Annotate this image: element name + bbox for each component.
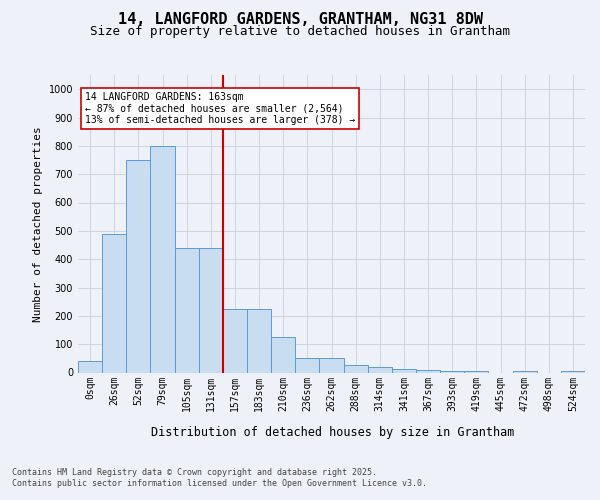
Bar	[319, 358, 344, 372]
Bar	[416, 370, 440, 372]
Bar	[151, 146, 175, 372]
Y-axis label: Number of detached properties: Number of detached properties	[33, 126, 43, 322]
Bar	[78, 361, 102, 372]
Bar	[464, 371, 488, 372]
Bar	[102, 234, 126, 372]
Text: 14 LANGFORD GARDENS: 163sqm
← 87% of detached houses are smaller (2,564)
13% of : 14 LANGFORD GARDENS: 163sqm ← 87% of det…	[85, 92, 355, 125]
Bar	[392, 369, 416, 372]
Text: 14, LANGFORD GARDENS, GRANTHAM, NG31 8DW: 14, LANGFORD GARDENS, GRANTHAM, NG31 8DW	[118, 12, 482, 26]
Bar	[512, 371, 537, 372]
Text: Distribution of detached houses by size in Grantham: Distribution of detached houses by size …	[151, 426, 515, 439]
Bar	[344, 366, 368, 372]
Bar	[271, 337, 295, 372]
Bar	[561, 371, 585, 372]
Bar	[368, 367, 392, 372]
Bar	[247, 308, 271, 372]
Bar	[440, 371, 464, 372]
Bar	[295, 358, 319, 372]
Text: Size of property relative to detached houses in Grantham: Size of property relative to detached ho…	[90, 25, 510, 38]
Text: Contains public sector information licensed under the Open Government Licence v3: Contains public sector information licen…	[12, 480, 427, 488]
Bar	[199, 248, 223, 372]
Bar	[223, 308, 247, 372]
Bar	[175, 248, 199, 372]
Bar	[126, 160, 151, 372]
Text: Contains HM Land Registry data © Crown copyright and database right 2025.: Contains HM Land Registry data © Crown c…	[12, 468, 377, 477]
